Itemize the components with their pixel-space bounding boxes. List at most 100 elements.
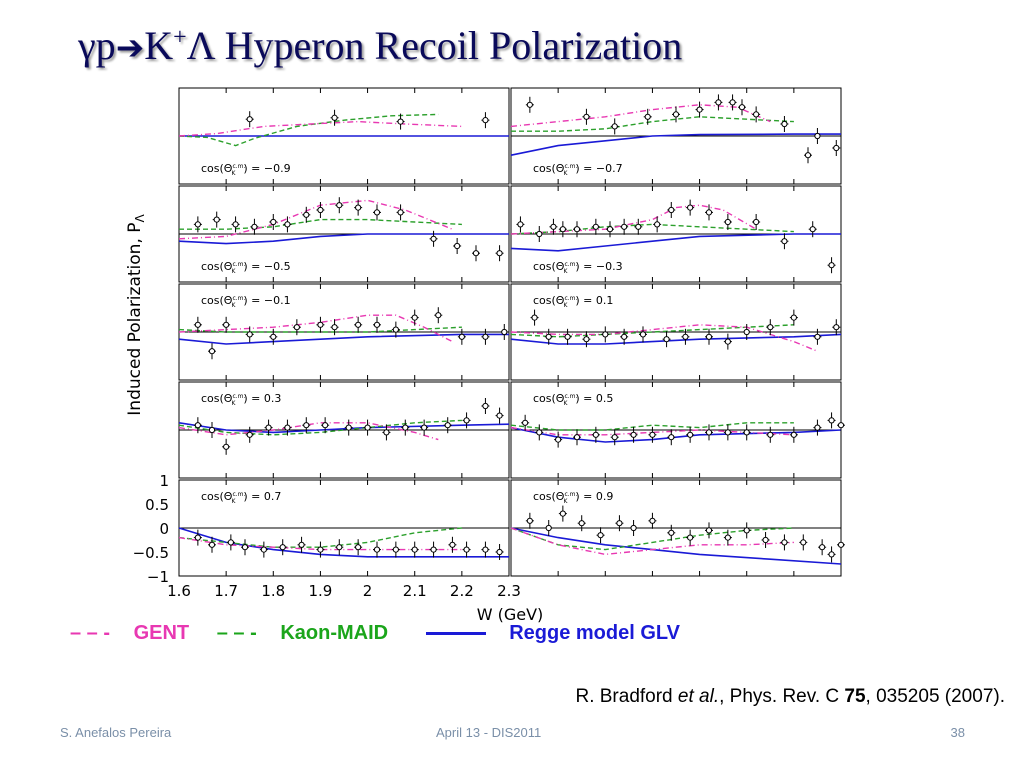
y-axis-label: Induced Polarization, PΛ <box>125 214 147 416</box>
data-point <box>526 101 533 108</box>
panel-6: cos(Θc.m. K) = 0.1 <box>510 283 842 381</box>
data-point <box>496 412 503 419</box>
data-point <box>397 209 404 216</box>
title-kaon-charge: + <box>173 24 187 51</box>
panel-label: cos(Θc.m. K) = −0.1 <box>201 294 291 309</box>
panel-7: cos(Θc.m. K) = 0.3 <box>178 381 510 479</box>
gent-curve <box>178 120 462 137</box>
legend: – – - GENT – – - Kaon-MAID Regge model G… <box>70 622 702 652</box>
data-point <box>531 314 538 321</box>
x-axis-label: W (GeV) <box>477 605 544 624</box>
data-point <box>564 333 571 340</box>
data-point <box>364 424 371 431</box>
data-point <box>317 206 324 214</box>
legend-maid-marker: – – - <box>216 622 257 645</box>
data-point <box>781 238 788 245</box>
data-point <box>463 417 470 424</box>
data-point <box>724 338 731 345</box>
data-point <box>814 333 821 340</box>
data-point <box>573 434 581 441</box>
panel-3: cos(Θc.m. K) = −0.5 <box>178 185 510 283</box>
data-point <box>592 223 599 230</box>
data-point <box>208 541 216 548</box>
data-point <box>482 402 489 410</box>
citation-author: R. Bradford <box>575 686 678 707</box>
y-tick-label: 0 <box>159 520 169 538</box>
data-point <box>621 223 628 230</box>
footer-page-number: 38 <box>950 725 965 740</box>
data-point <box>559 510 566 517</box>
data-point <box>463 546 470 553</box>
citation-volume: 75 <box>844 686 866 707</box>
data-point <box>402 424 409 431</box>
data-point <box>705 429 713 436</box>
data-point <box>194 534 201 541</box>
panel-9: cos(Θc.m. K) = 0.7 <box>178 479 510 577</box>
maid-curve <box>179 218 462 230</box>
data-point <box>743 527 750 534</box>
data-point <box>644 113 651 120</box>
data-point <box>392 326 399 333</box>
data-point <box>270 218 277 226</box>
data-point <box>583 336 590 343</box>
panel-label: cos(Θc.m. K) = −0.7 <box>533 162 623 177</box>
title-kaon: K <box>144 23 174 68</box>
data-point <box>687 431 694 438</box>
maid-curve <box>511 116 794 132</box>
data-point <box>724 534 731 541</box>
data-point <box>833 324 840 331</box>
y-tick-label: −0.5 <box>133 544 169 562</box>
data-point <box>517 221 524 228</box>
maid-curve <box>510 223 794 235</box>
data-point <box>223 443 230 450</box>
data-point <box>526 517 533 524</box>
data-point <box>536 429 543 436</box>
polarization-figure: cos(Θc.m. K) = −0.9 cos(Θc.m. K) = −0.7 cos(… <box>125 87 845 624</box>
data-point <box>639 331 647 338</box>
y-tick-label: 0.5 <box>145 496 169 514</box>
gent-curve <box>510 204 757 235</box>
panel-label: cos(Θc.m. K) = 0.5 <box>533 392 613 407</box>
data-point <box>482 333 489 340</box>
data-point <box>743 429 750 436</box>
data-point <box>611 434 618 441</box>
data-point <box>303 422 310 429</box>
x-tick-label: 2.1 <box>403 582 427 600</box>
data-point <box>804 152 812 159</box>
data-point <box>724 218 731 226</box>
x-tick-label: 2.3 <box>497 582 521 600</box>
data-point <box>284 424 291 431</box>
data-point <box>833 144 840 152</box>
panel-label: cos(Θc.m. K) = −0.9 <box>201 162 291 177</box>
data-point <box>279 544 286 551</box>
data-point <box>260 546 267 553</box>
data-point <box>583 113 590 120</box>
data-point <box>705 209 713 216</box>
data-point <box>331 114 338 121</box>
data-point <box>616 520 623 527</box>
data-point <box>194 221 201 228</box>
data-point <box>317 321 324 328</box>
data-point <box>496 548 503 556</box>
data-point <box>753 218 760 226</box>
data-point <box>421 424 428 431</box>
title-gamma-p: γp <box>78 23 116 68</box>
gent-curve <box>510 527 794 556</box>
data-point <box>383 429 390 436</box>
data-point <box>241 544 249 551</box>
panel-label: cos(Θc.m. K) = −0.3 <box>533 260 623 275</box>
citation-rest: , 035205 (2007). <box>865 686 1005 707</box>
data-point <box>336 544 343 551</box>
data-point <box>621 333 628 340</box>
data-point <box>559 226 566 233</box>
data-point <box>630 524 637 532</box>
data-point <box>293 324 300 331</box>
data-point <box>251 223 258 230</box>
data-point <box>767 324 774 331</box>
maid-curve <box>178 326 462 333</box>
slide-title: γp➔K+Λ Hyperon Recoil Polarization <box>78 22 682 69</box>
data-point <box>800 539 807 546</box>
regge-curve <box>510 333 842 345</box>
data-point <box>630 431 637 438</box>
data-point <box>611 123 618 130</box>
